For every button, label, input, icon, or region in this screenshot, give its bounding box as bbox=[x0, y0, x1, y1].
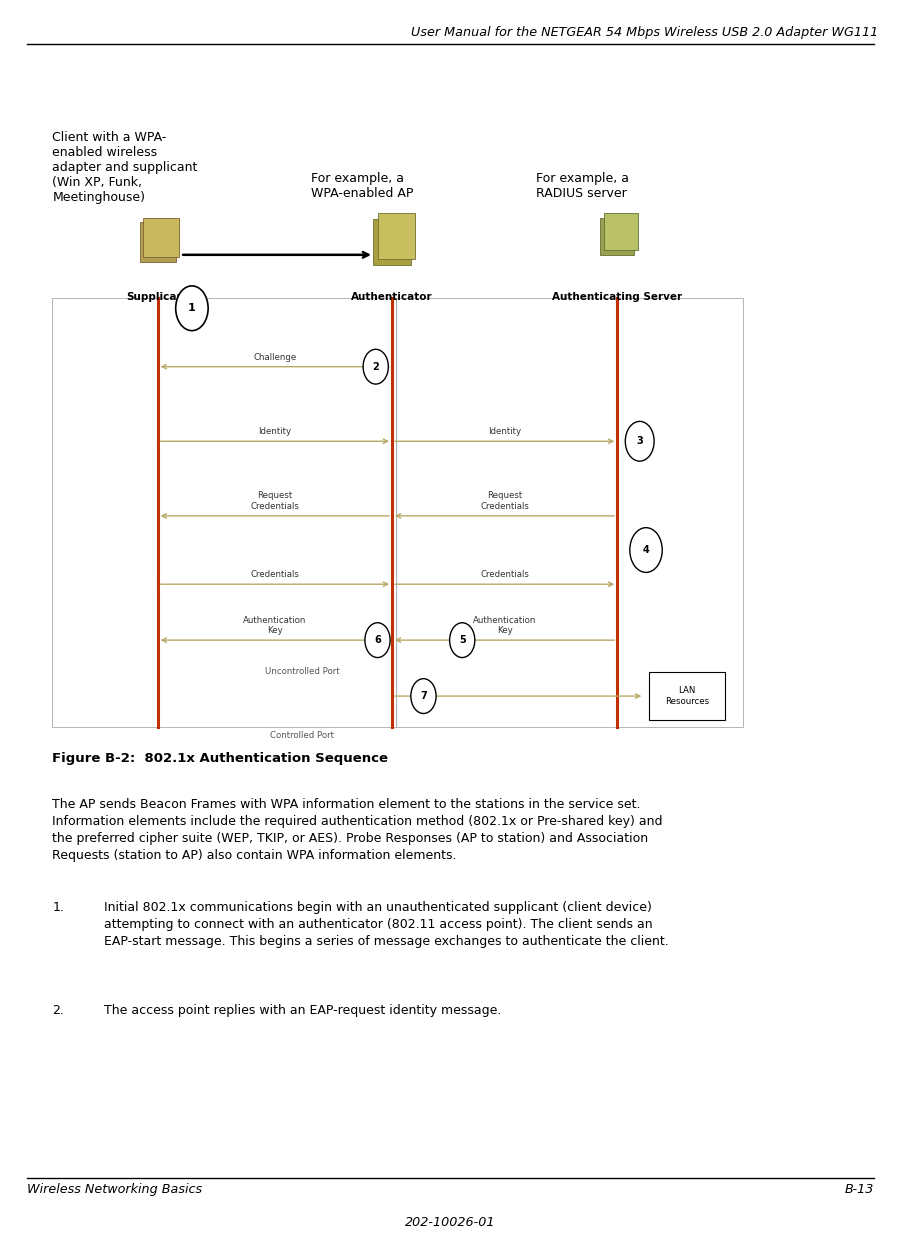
Circle shape bbox=[625, 421, 654, 461]
Text: 3: 3 bbox=[636, 436, 643, 446]
Text: 2: 2 bbox=[372, 362, 379, 372]
Circle shape bbox=[365, 623, 390, 658]
Circle shape bbox=[630, 527, 662, 573]
Text: Controlled Port: Controlled Port bbox=[269, 731, 334, 740]
Text: User Manual for the NETGEAR 54 Mbps Wireless USB 2.0 Adapter WG111: User Manual for the NETGEAR 54 Mbps Wire… bbox=[411, 26, 878, 39]
Text: Authenticator: Authenticator bbox=[351, 292, 432, 302]
Circle shape bbox=[450, 623, 475, 658]
Text: The AP sends Beacon Frames with WPA information element to the stations in the s: The AP sends Beacon Frames with WPA info… bbox=[52, 798, 663, 861]
Circle shape bbox=[176, 286, 208, 331]
Text: Request
Credentials: Request Credentials bbox=[250, 491, 299, 511]
Text: Initial 802.1x communications begin with an unauthenticated supplicant (client d: Initial 802.1x communications begin with… bbox=[104, 901, 669, 948]
Text: Uncontrolled Port: Uncontrolled Port bbox=[265, 667, 339, 676]
Text: Client with a WPA-
enabled wireless
adapter and supplicant
(Win XP, Funk,
Meetin: Client with a WPA- enabled wireless adap… bbox=[52, 131, 197, 204]
Text: Authenticating Server: Authenticating Server bbox=[552, 292, 682, 302]
Circle shape bbox=[363, 349, 388, 384]
Text: 1.: 1. bbox=[52, 901, 64, 914]
Text: Credentials: Credentials bbox=[480, 571, 529, 579]
Text: Figure B-2:  802.1x Authentication Sequence: Figure B-2: 802.1x Authentication Sequen… bbox=[52, 752, 388, 764]
Text: 6: 6 bbox=[374, 635, 381, 645]
Text: Supplicant: Supplicant bbox=[126, 292, 189, 302]
Bar bbox=[396, 298, 743, 727]
Text: 7: 7 bbox=[420, 691, 427, 701]
Text: For example, a
WPA-enabled AP: For example, a WPA-enabled AP bbox=[311, 172, 414, 200]
Text: Identity: Identity bbox=[259, 428, 291, 436]
FancyBboxPatch shape bbox=[373, 219, 411, 265]
Text: Authentication
Key: Authentication Key bbox=[243, 615, 306, 635]
Text: 5: 5 bbox=[459, 635, 466, 645]
Text: 2.: 2. bbox=[52, 1004, 64, 1017]
FancyBboxPatch shape bbox=[378, 214, 415, 259]
FancyBboxPatch shape bbox=[604, 213, 638, 250]
Text: For example, a
RADIUS server: For example, a RADIUS server bbox=[536, 172, 629, 200]
Circle shape bbox=[411, 679, 436, 713]
Text: LAN
Resources: LAN Resources bbox=[665, 686, 709, 706]
Text: Credentials: Credentials bbox=[250, 571, 299, 579]
Text: 202-10026-01: 202-10026-01 bbox=[405, 1216, 496, 1228]
FancyBboxPatch shape bbox=[140, 222, 176, 262]
FancyBboxPatch shape bbox=[143, 218, 179, 257]
Text: Identity: Identity bbox=[488, 428, 521, 436]
Bar bbox=[52, 298, 396, 727]
Bar bbox=[649, 672, 725, 720]
Text: Request
Credentials: Request Credentials bbox=[480, 491, 529, 511]
Text: Authentication
Key: Authentication Key bbox=[473, 615, 536, 635]
Text: 4: 4 bbox=[642, 544, 650, 556]
Text: B-13: B-13 bbox=[844, 1183, 874, 1196]
Text: The access point replies with an EAP-request identity message.: The access point replies with an EAP-req… bbox=[104, 1004, 501, 1017]
Text: Wireless Networking Basics: Wireless Networking Basics bbox=[27, 1183, 202, 1196]
Text: 1: 1 bbox=[188, 303, 196, 313]
Text: Challenge: Challenge bbox=[253, 353, 296, 362]
FancyBboxPatch shape bbox=[600, 218, 634, 255]
